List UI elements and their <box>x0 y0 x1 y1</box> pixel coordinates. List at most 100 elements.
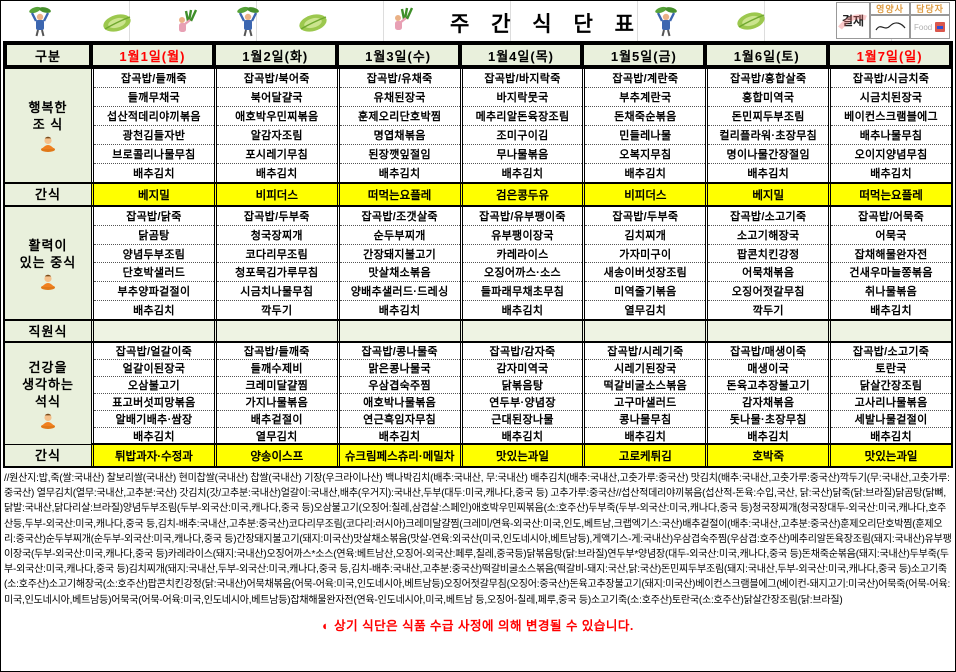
menu-item: 배추김치 <box>501 305 544 318</box>
menu-item: 돗나물·초장무침 <box>708 411 829 428</box>
day-header: 1월2일(화) <box>213 43 337 67</box>
menu-item: 닭볶음탕 <box>462 377 583 394</box>
snack-item: 검은콩두유 <box>459 184 583 205</box>
menu-item: 잡곡밥/들깨죽 <box>216 343 337 360</box>
menu-item: 잡곡밥/감자죽 <box>462 343 583 360</box>
menu-item: 새송이버섯장조림 <box>585 263 706 283</box>
menu-item: 유채된장국 <box>339 88 460 107</box>
section-label: 직원식 <box>5 321 91 341</box>
menu-item: 잡곡밥/얼갈이죽 <box>94 343 214 360</box>
menu-item: 양배추샐러드·드레싱 <box>339 282 460 302</box>
section-label-line: 행복한 <box>28 100 68 115</box>
monk-icon <box>41 413 55 429</box>
section-staff: 직원식 <box>5 319 951 341</box>
menu-item: 토란국 <box>831 360 951 377</box>
menu-item: 잡곡밥/북어죽 <box>216 69 337 88</box>
day-menu-column: 잡곡밥/어묵죽 어묵국 잡채해물완자전 건새우마늘쫑볶음 취나물볶음 배추김치 <box>828 207 951 319</box>
menu-item: 조미구이김 <box>462 126 583 145</box>
menu-item: 소고기해장국 <box>708 226 829 245</box>
manager-logo-stamp-icon: Food <box>910 15 950 39</box>
menu-item: 들깨무채국 <box>94 88 214 107</box>
menu-item: 코다리무조림 <box>216 245 337 264</box>
menu-item: 양념두부조림 <box>94 245 214 264</box>
menu-item: 매생이국 <box>708 360 829 377</box>
menu-item: 베이컨스크램블에그 <box>831 107 951 126</box>
day-header: 1월7일(일) <box>828 43 951 67</box>
menu-item: 배추김치 <box>747 168 790 180</box>
menu-item: 청포묵김가루무침 <box>216 263 337 283</box>
menu-item: 잡곡밥/두부죽 <box>585 207 706 226</box>
menu-item: 배추김치 <box>624 168 667 180</box>
origin-note: //원산지:밥,죽(쌀:국내산) 찰보리쌀(국내산) 현미찹쌀(국내산) 찹쌀(… <box>4 473 952 606</box>
menu-item: 잡곡밥/시레기죽 <box>585 343 706 360</box>
menu-item: 잡곡밥/시금치죽 <box>831 69 951 88</box>
menu-item: 배추김치 <box>133 168 175 180</box>
day-menu-column: 잡곡밥/바지락죽 바지락뭇국 메추리알돈육장조림 조미구이김 무나물볶음 배추김치 <box>459 69 583 182</box>
lettuce-icon <box>297 11 329 40</box>
menu-item: 열무김치 <box>255 431 298 443</box>
page-title: 주 간 식 단 표 <box>450 13 642 36</box>
section-label-line: 활력이 <box>28 237 68 253</box>
menu-item: 애호박나물볶음 <box>339 394 460 411</box>
section-label-line: 간식 <box>35 448 61 463</box>
menu-item: 광천김들자반 <box>94 126 214 145</box>
day-menu-column: 잡곡밥/조갯살죽 순두부찌개 간장돼지불고기 맛살채소볶음 양배추샐러드·드레싱 배추김치 <box>336 207 460 319</box>
day-menu-column: 잡곡밥/얼갈이죽 얼갈이된장국 오삼불고기 표고버섯피망볶음 알배기배추·쌈장 배추김치 <box>91 343 214 444</box>
day-header: 1월3일(수) <box>336 43 460 67</box>
menu-item: 가자미구이 <box>585 245 706 264</box>
menu-item: 오복지무침 <box>585 145 706 164</box>
menu-item: 순두부찌개 <box>339 226 460 245</box>
snack-item: 맛있는과일 <box>459 445 583 466</box>
snack-item: 떠먹는요플레 <box>336 184 460 205</box>
menu-item: 오징어젓갈무침 <box>708 282 829 302</box>
menu-item: 맛살채소볶음 <box>339 263 460 283</box>
section-label-line: 조 식 <box>32 117 64 132</box>
menu-item: 건새우마늘쫑볶음 <box>831 263 951 283</box>
signer-nutritionist-label: 영양사 <box>870 2 910 15</box>
day-menu-column: 잡곡밥/북어죽 북어달걀국 애호박우민찌볶음 알감자조림 포시레기무침 배추김치 <box>213 69 337 182</box>
menu-item: 배추김치 <box>624 431 667 443</box>
menu-item: 콩나물무침 <box>585 411 706 428</box>
snack-item: 베지밀 <box>705 184 829 205</box>
day-header: 1월4일(목) <box>459 43 583 67</box>
menu-item: 잡곡밥/유부팽이죽 <box>462 207 583 226</box>
menu-item: 유부팽이장국 <box>462 226 583 245</box>
menu-item: 감자미역국 <box>462 360 583 377</box>
section-label: 건강을 생각하는 석식 <box>5 343 91 444</box>
menu-item: 배추나물무침 <box>831 126 951 145</box>
menu-item: 명엽채볶음 <box>339 126 460 145</box>
menu-item: 오징어까스·소스 <box>462 263 583 283</box>
header-row: 구분 1월1일(월) 1월2일(화) 1월3일(수) 1월4일(목) 1월5일(금) 1월6… <box>5 43 951 67</box>
nutritionist-signature-icon <box>870 15 910 39</box>
snack-item: 양송이스프 <box>213 445 337 466</box>
section-dinner: 건강을 생각하는 석식 잡곡밥/얼갈이죽 얼갈이된장국 오삼불고기 표고버섯피망볶음 알배기… <box>5 341 951 444</box>
svg-text:Food: Food <box>914 23 932 32</box>
day-menu-column: 잡곡밥/시레기죽 시레기된장국 떡갈비굴소스볶음 고구마샐러드 콩나물무침 배추김치 <box>582 343 706 444</box>
section-label-line: 건강을 <box>28 359 68 375</box>
menu-item: 배추김치 <box>501 431 544 443</box>
menu-item: 잡곡밥/들깨죽 <box>94 69 214 88</box>
menu-item: 잡곡밥/홍합살죽 <box>708 69 829 88</box>
section-label-line: 직원식 <box>28 323 68 339</box>
menu-item: 무나물볶음 <box>462 145 583 164</box>
menu-item: 배추김치 <box>870 305 912 318</box>
menu-item: 연근흑임자무침 <box>339 411 460 428</box>
menu-item: 홍합미역국 <box>708 88 829 107</box>
snack-item: 고로케튀김 <box>582 445 706 466</box>
menu-item: 섭산적데리야끼볶음 <box>94 107 214 126</box>
staff-row-cell <box>828 321 951 341</box>
monk-icon <box>41 136 55 152</box>
menu-item: 닭살간장조림 <box>831 377 951 394</box>
menu-item: 배추김치 <box>255 168 298 180</box>
menu-item: 간장돼지불고기 <box>339 245 460 264</box>
section-label-line: 생각하는 <box>22 376 74 392</box>
farmer-icon <box>27 5 53 42</box>
staff-row-cell <box>459 321 583 341</box>
menu-item: 시금치나물무침 <box>216 282 337 302</box>
day-menu-column: 잡곡밥/들깨죽 들깨무채국 섭산적데리야끼볶음 광천김들자반 브로콜리나물무침 배추김치 <box>91 69 214 182</box>
menu-item: 미역줄기볶음 <box>585 282 706 302</box>
monk-icon <box>41 274 55 290</box>
section-label-line: 있는 중식 <box>19 254 77 270</box>
menu-item: 부추양파겉절이 <box>94 282 214 302</box>
menu-item: 잡곡밥/소고기죽 <box>708 207 829 226</box>
